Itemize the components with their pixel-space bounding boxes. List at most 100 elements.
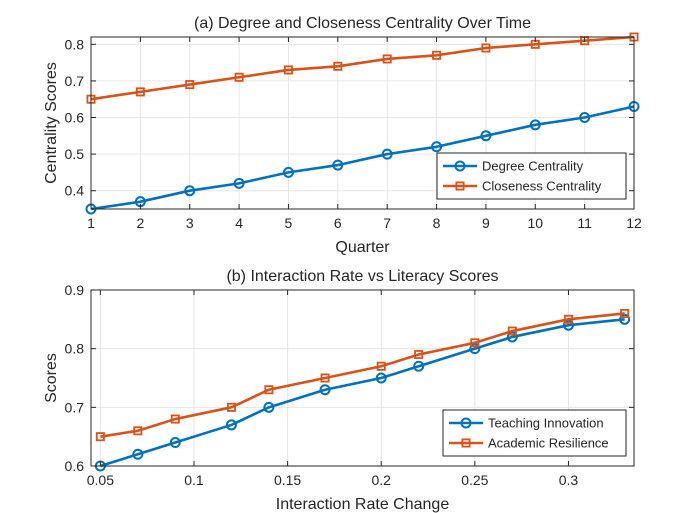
data-point bbox=[506, 331, 518, 343]
x-axis-label: Interaction Rate Change bbox=[276, 496, 450, 513]
data-point bbox=[264, 385, 274, 395]
y-tick-label: 0.6 bbox=[65, 110, 85, 126]
y-tick-label: 0.8 bbox=[65, 341, 85, 357]
data-point bbox=[170, 414, 180, 424]
legend-entry: Degree Centrality bbox=[443, 159, 584, 174]
data-point bbox=[529, 119, 541, 131]
x-tick-label: 10 bbox=[527, 215, 543, 231]
data-point bbox=[375, 372, 387, 384]
axes-box bbox=[90, 36, 635, 210]
legend-entry: Closeness Centrality bbox=[443, 179, 602, 194]
legend-marker bbox=[455, 181, 465, 191]
series-academic-resilience bbox=[95, 308, 630, 442]
x-tick-label: 3 bbox=[186, 215, 194, 231]
x-tick-label: 0.3 bbox=[559, 472, 579, 488]
data-point bbox=[226, 402, 236, 412]
y-tick-label: 0.8 bbox=[65, 36, 85, 52]
series-teaching-innovation bbox=[94, 313, 631, 472]
data-point bbox=[184, 185, 196, 197]
legend: Teaching Innovation Academic Resilience bbox=[442, 409, 627, 457]
data-point bbox=[333, 61, 343, 71]
legend-marker bbox=[454, 160, 466, 172]
data-point bbox=[225, 419, 237, 431]
x-axis-label: Quarter bbox=[335, 239, 390, 256]
y-tick-label: 0.4 bbox=[65, 183, 85, 199]
legend-marker bbox=[460, 417, 472, 429]
x-tick-label: 7 bbox=[383, 215, 391, 231]
data-point bbox=[432, 50, 442, 60]
data-point bbox=[376, 361, 386, 371]
data-point bbox=[620, 308, 630, 318]
data-point bbox=[332, 159, 344, 171]
data-point bbox=[283, 65, 293, 75]
data-point bbox=[319, 384, 331, 396]
chart-title: (b) Interaction Rate vs Literacy Scores bbox=[226, 268, 498, 285]
data-point bbox=[263, 401, 275, 413]
data-point bbox=[469, 343, 481, 355]
x-tick-label: 0.1 bbox=[184, 472, 204, 488]
data-point bbox=[234, 72, 244, 82]
series-line bbox=[90, 105, 635, 211]
data-point bbox=[507, 326, 517, 336]
y-tick-label: 0.9 bbox=[65, 282, 85, 298]
data-point bbox=[481, 43, 491, 53]
chart-title: (a) Degree and Closeness Centrality Over… bbox=[194, 15, 531, 32]
x-tick-label: 0.25 bbox=[461, 472, 488, 488]
x-tick-label: 6 bbox=[334, 215, 342, 231]
series-line bbox=[99, 318, 625, 468]
legend: Degree Centrality Closeness Centrality bbox=[436, 152, 627, 200]
data-point bbox=[579, 112, 591, 124]
data-point bbox=[382, 54, 392, 64]
legend-label: Academic Resilience bbox=[488, 436, 609, 451]
data-point bbox=[233, 177, 245, 189]
series-line bbox=[90, 35, 635, 101]
data-point bbox=[320, 373, 330, 383]
legend-box bbox=[436, 152, 627, 200]
data-point bbox=[133, 426, 143, 436]
legend-entry: Teaching Innovation bbox=[449, 416, 604, 431]
legend-entry: Academic Resilience bbox=[449, 436, 609, 451]
x-tick-label: 2 bbox=[136, 215, 144, 231]
legend-box bbox=[442, 409, 627, 457]
data-point bbox=[135, 87, 145, 97]
data-point bbox=[563, 314, 573, 324]
data-point bbox=[185, 80, 195, 90]
chart-panel-b: 0.05 0.1 0.15 0.2 0.25 0.3 0.6 0.7 0.8 0.9 (b) Int… bbox=[43, 268, 635, 513]
x-tick-label: 5 bbox=[285, 215, 293, 231]
x-tick-label: 1 bbox=[87, 215, 95, 231]
y-tick-label: 0.5 bbox=[65, 146, 85, 162]
x-tick-label: 12 bbox=[626, 215, 642, 231]
x-tick-label: 8 bbox=[433, 215, 441, 231]
data-point bbox=[413, 360, 425, 372]
y-tick-label: 0.7 bbox=[65, 399, 85, 415]
axes-box bbox=[90, 289, 635, 467]
data-point bbox=[95, 432, 105, 442]
data-point bbox=[282, 166, 294, 178]
data-point bbox=[431, 141, 443, 153]
data-point bbox=[132, 448, 144, 460]
data-point bbox=[414, 350, 424, 360]
y-axis-label: Scores bbox=[43, 353, 60, 403]
x-tick-label: 4 bbox=[235, 215, 243, 231]
y-tick-label: 0.7 bbox=[65, 73, 85, 89]
x-tick-label: 0.05 bbox=[87, 472, 114, 488]
data-point bbox=[470, 338, 480, 348]
legend-label: Closeness Centrality bbox=[482, 179, 602, 194]
x-tick-label: 11 bbox=[577, 215, 592, 231]
data-point bbox=[619, 313, 631, 325]
legend-label: Degree Centrality bbox=[482, 159, 584, 174]
x-tick-label: 0.15 bbox=[274, 472, 301, 488]
x-tick-label: 9 bbox=[482, 215, 490, 231]
data-point bbox=[169, 437, 181, 449]
y-axis-label: Centrality Scores bbox=[43, 62, 60, 184]
data-point bbox=[480, 130, 492, 142]
x-tick-label: 0.2 bbox=[371, 472, 391, 488]
legend-marker bbox=[461, 438, 471, 448]
data-point bbox=[381, 148, 393, 160]
y-tick-label: 0.6 bbox=[65, 458, 85, 474]
data-point bbox=[562, 319, 574, 331]
series-line bbox=[100, 312, 625, 438]
chart-panel-a: 1 2 3 4 5 6 7 8 9 10 11 120.40.50.60.70.8(a) Degree… bbox=[43, 15, 642, 256]
legend-label: Teaching Innovation bbox=[488, 416, 604, 431]
